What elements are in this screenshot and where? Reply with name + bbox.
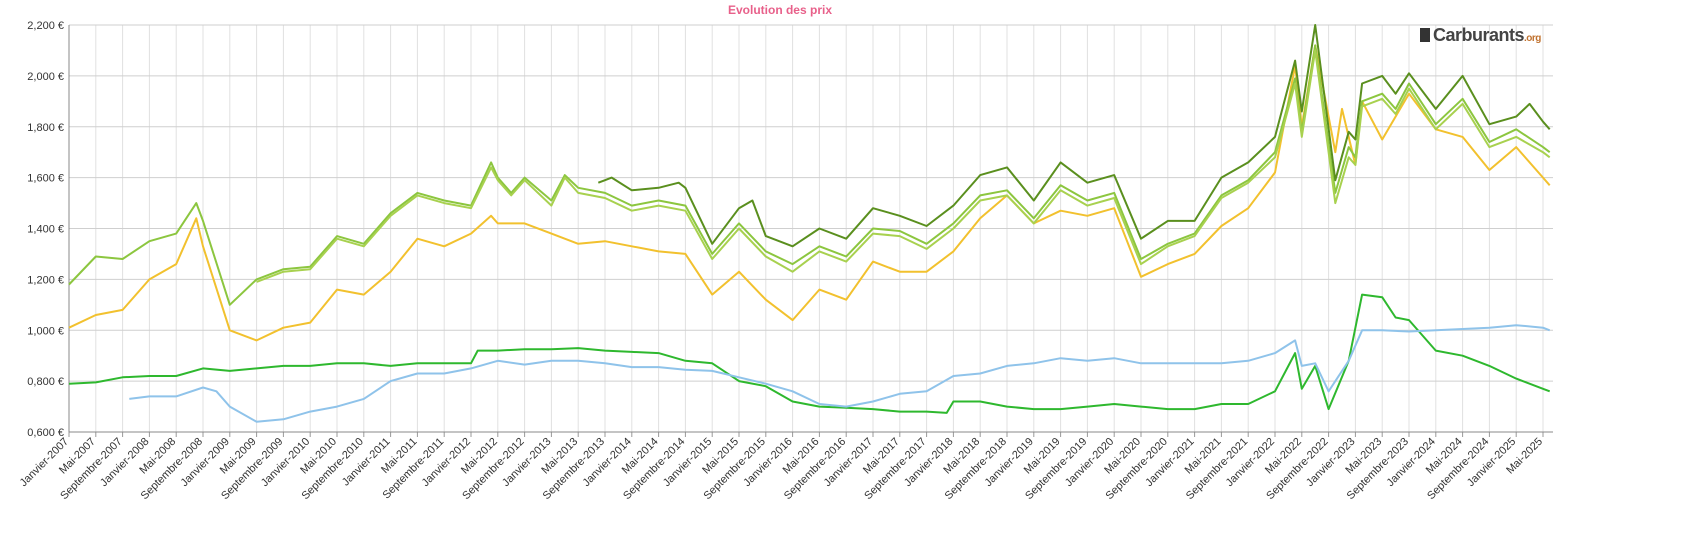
series-line-yellow — [68, 44, 1551, 342]
y-tick-label: 0,800 € — [27, 376, 64, 388]
y-tick-label: 1,400 € — [27, 224, 64, 236]
y-tick-label: 2,000 € — [27, 71, 64, 83]
y-tick-label: 0,600 € — [27, 427, 64, 439]
chart-title: Evolution des prix — [727, 3, 832, 17]
fuel-pump-icon — [1420, 28, 1430, 42]
carburants-logo: Carburants.org — [1420, 25, 1541, 46]
series-line-blue — [129, 324, 1551, 423]
series-line-light-green — [68, 44, 1551, 306]
series-line-dark-green — [597, 24, 1551, 248]
logo-name: Carburants — [1433, 25, 1525, 45]
y-tick-label: 1,200 € — [27, 274, 64, 286]
series-line-green — [68, 293, 1551, 414]
y-tick-label: 2,200 € — [27, 20, 64, 32]
y-tick-label: 1,600 € — [27, 173, 64, 185]
y-tick-label: 1,800 € — [27, 122, 64, 134]
logo-suffix: .org — [1524, 33, 1541, 44]
series-line-pale-green — [256, 49, 1551, 283]
y-tick-label: 1,000 € — [27, 325, 64, 337]
